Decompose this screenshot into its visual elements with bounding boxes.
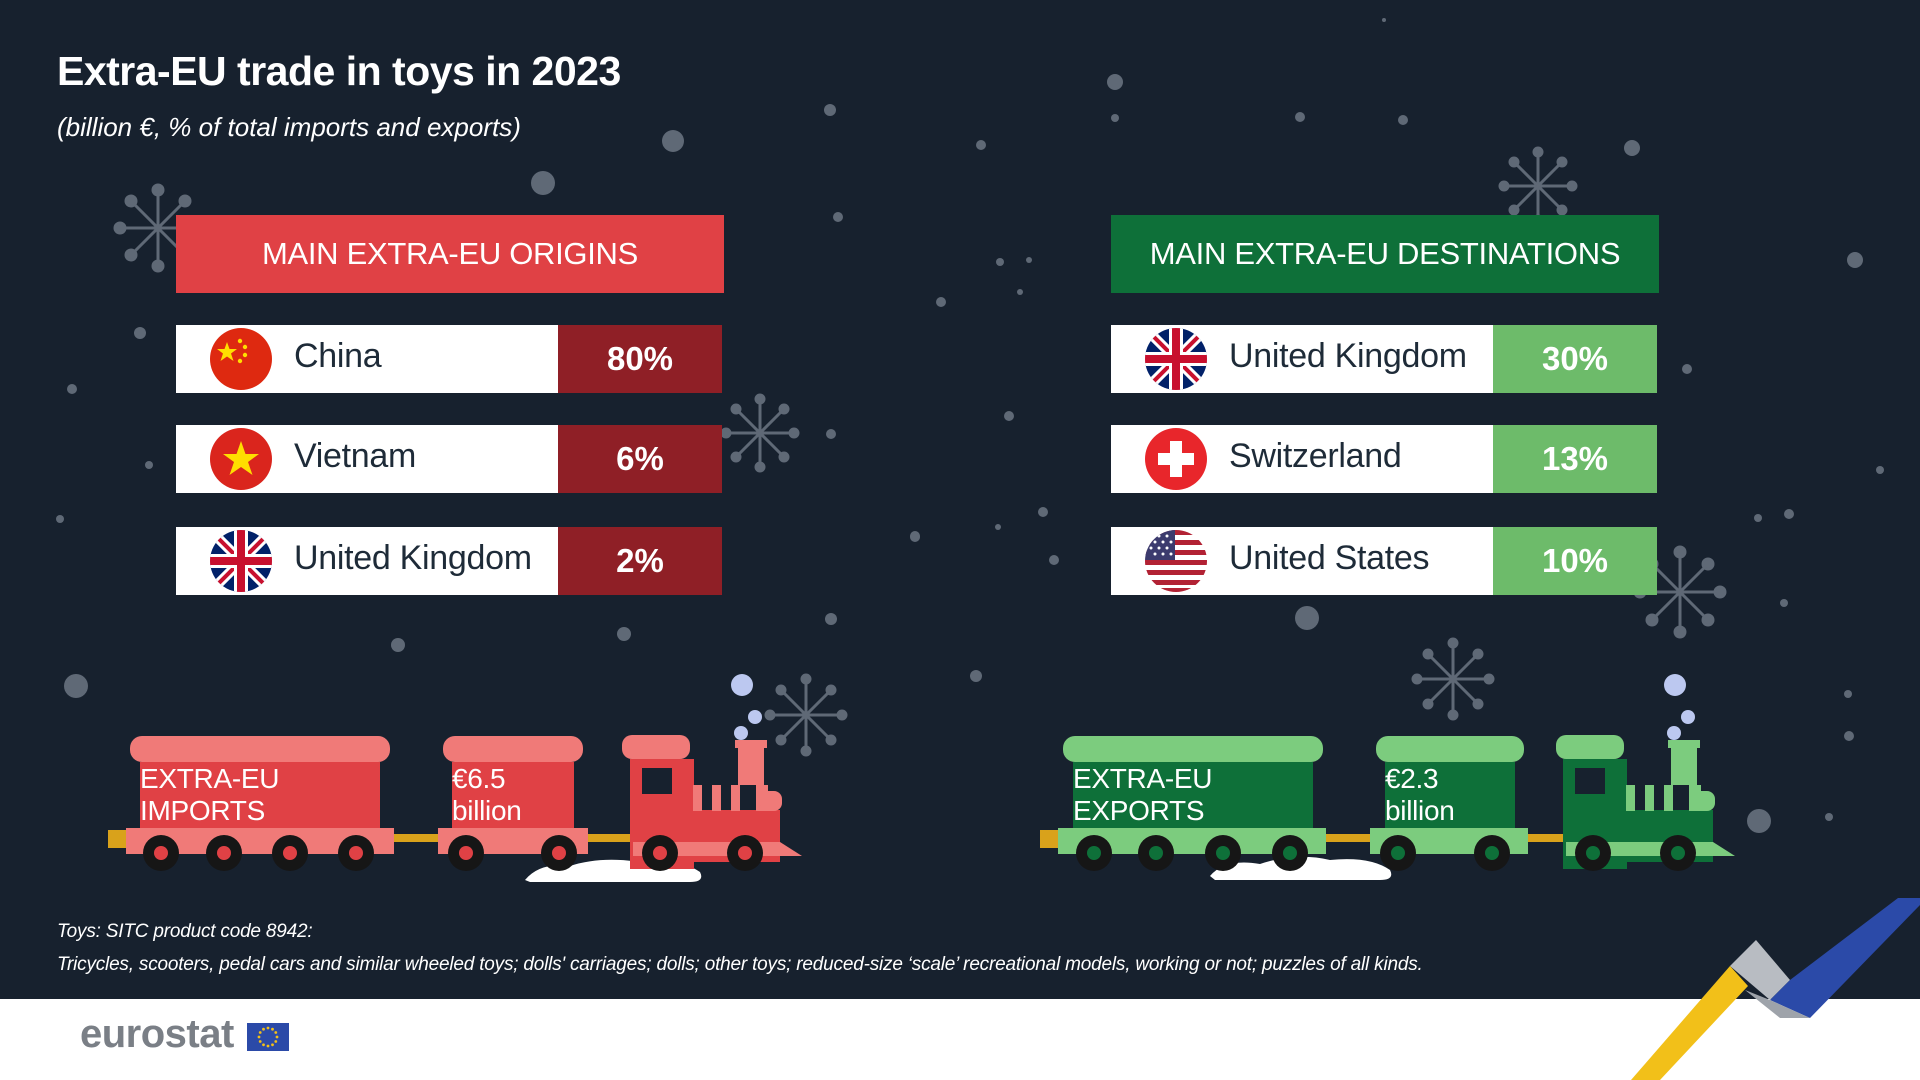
footnote-line-1: Toys: SITC product code 8942: [57, 921, 313, 942]
country-label: China [294, 337, 382, 375]
uk-flag-icon [1145, 328, 1207, 390]
usa-flag-icon [1145, 530, 1207, 592]
country-label: United Kingdom [1229, 337, 1467, 375]
uk-flag-icon [210, 530, 272, 592]
percentage-value: 2% [558, 527, 722, 595]
exports-value-label: €2.3 billion [1385, 763, 1455, 826]
percentage-value: 30% [1493, 325, 1657, 393]
import-train-illustration [108, 674, 802, 882]
country-label: United States [1229, 539, 1430, 577]
footer-band [0, 999, 1920, 1080]
eurostat-logo: eurostat [80, 1012, 234, 1056]
china-flag-icon [210, 328, 272, 390]
table-row: United Kingdom 30% [1111, 325, 1657, 393]
table-row: United Kingdom 2% [176, 527, 722, 595]
table-row: China 80% [176, 325, 722, 393]
switzerland-flag-icon [1145, 428, 1207, 490]
country-label: United Kingdom [294, 539, 532, 577]
country-label: Switzerland [1229, 437, 1402, 475]
vietnam-flag-icon [210, 428, 272, 490]
exports-train-label: EXTRA-EU EXPORTS [1073, 763, 1213, 826]
percentage-value: 10% [1493, 527, 1657, 595]
imports-train-label: EXTRA-EU IMPORTS [140, 763, 280, 826]
imports-value-label: €6.5 billion [452, 763, 522, 826]
export-train-illustration [1040, 674, 1735, 880]
footnote-line-2: Tricycles, scooters, pedal cars and simi… [57, 954, 1423, 975]
table-row: Switzerland 13% [1111, 425, 1657, 493]
destinations-header: MAIN EXTRA-EU DESTINATIONS [1111, 215, 1659, 293]
eu-flag-icon [247, 1023, 289, 1051]
percentage-value: 6% [558, 425, 722, 493]
table-row: United States 10% [1111, 527, 1657, 595]
chart-subtitle: (billion €, % of total imports and expor… [57, 112, 521, 142]
percentage-value: 80% [558, 325, 722, 393]
chart-title: Extra-EU trade in toys in 2023 [57, 48, 621, 94]
table-row: Vietnam 6% [176, 425, 722, 493]
country-label: Vietnam [294, 437, 417, 475]
origins-header: MAIN EXTRA-EU ORIGINS [176, 215, 724, 293]
percentage-value: 13% [1493, 425, 1657, 493]
